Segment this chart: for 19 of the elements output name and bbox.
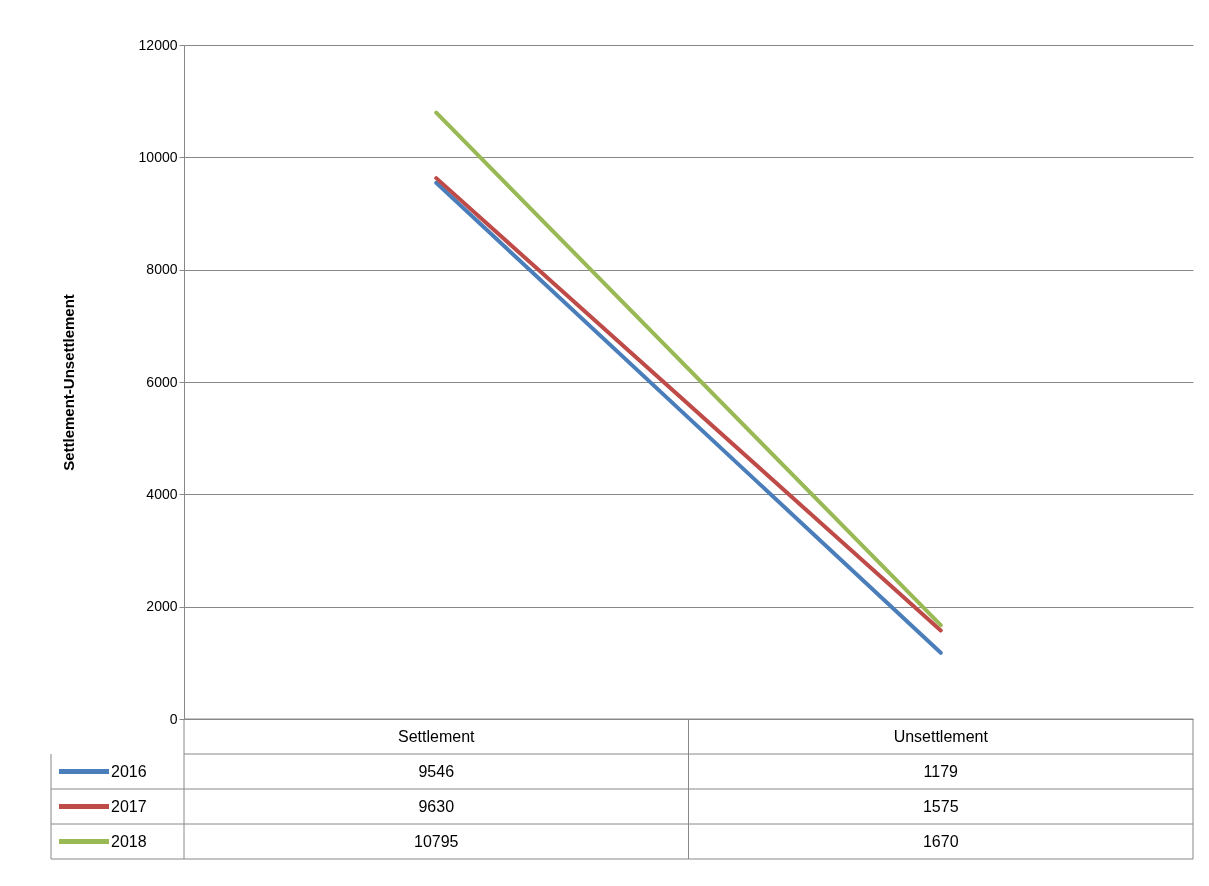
y-tick-label: 10000 (138, 148, 178, 165)
y-tick-label: 0 (169, 710, 178, 727)
y-tick-label: 8000 (146, 261, 178, 278)
data-label: 1670 (922, 832, 959, 850)
legend-label: 2017 (111, 797, 147, 815)
legend-label: 2018 (111, 832, 147, 850)
data-label: 9630 (418, 797, 455, 815)
y-tick-label: 12000 (138, 36, 178, 53)
legend-label: 2016 (111, 762, 147, 780)
data-label: 10795 (414, 832, 459, 850)
y-tick-label: 6000 (146, 373, 178, 390)
y-tick-label: 2000 (146, 598, 178, 615)
x-tick-label: Settlement (398, 727, 476, 745)
x-tick-label: Unsettlement (893, 727, 989, 745)
data-label: 1575 (922, 797, 959, 815)
data-label: 9546 (418, 762, 455, 780)
y-tick-label: 4000 (146, 485, 178, 502)
y-axis-title: Settlement-Unsettlement (59, 294, 77, 471)
data-label: 1179 (923, 762, 959, 780)
